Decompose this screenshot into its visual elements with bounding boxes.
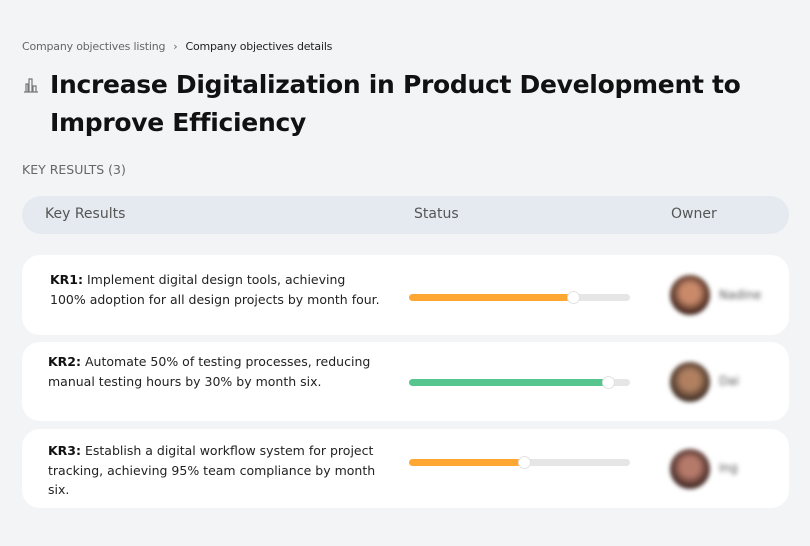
header-key-results: Key Results bbox=[45, 206, 126, 222]
progress-thumb bbox=[517, 456, 531, 469]
progress-fill bbox=[409, 379, 608, 386]
header-status: Status bbox=[414, 206, 459, 222]
header-owner: Owner bbox=[671, 206, 717, 222]
avatar bbox=[670, 362, 710, 402]
owner-name: Ing bbox=[719, 461, 738, 475]
breadcrumb-current: Company objectives details bbox=[185, 40, 333, 53]
progress-bar bbox=[409, 456, 630, 469]
avatar bbox=[670, 275, 710, 315]
table-header: Key Results Status Owner bbox=[22, 196, 789, 234]
owner-name: Dai bbox=[719, 374, 739, 388]
kr-text: KR2: Automate 50% of testing processes, … bbox=[48, 354, 371, 389]
progress-fill bbox=[409, 294, 573, 301]
owner-name: Nadine bbox=[719, 288, 762, 302]
page-header: Increase Digitalization in Product Devel… bbox=[22, 66, 750, 142]
breadcrumb: Company objectives listing › Company obj… bbox=[22, 40, 332, 53]
progress-bar bbox=[409, 376, 630, 389]
progress-fill bbox=[409, 459, 524, 466]
breadcrumb-separator: › bbox=[173, 40, 178, 53]
kr-text: KR3: Establish a digital workflow system… bbox=[48, 443, 376, 497]
building-chart-icon bbox=[24, 78, 38, 93]
breadcrumb-link-listing[interactable]: Company objectives listing bbox=[22, 40, 166, 53]
key-results-count: KEY RESULTS (3) bbox=[22, 162, 126, 177]
table-row[interactable]: KR2: Automate 50% of testing processes, … bbox=[22, 342, 789, 421]
progress-thumb bbox=[601, 376, 615, 389]
page-title: Increase Digitalization in Product Devel… bbox=[50, 70, 741, 137]
kr-text: KR1: Implement digital design tools, ach… bbox=[50, 272, 380, 307]
table-row[interactable]: KR3: Establish a digital workflow system… bbox=[22, 429, 789, 508]
table-row[interactable]: KR1: Implement digital design tools, ach… bbox=[22, 255, 789, 335]
progress-thumb bbox=[566, 291, 580, 304]
avatar bbox=[670, 449, 710, 489]
progress-bar bbox=[409, 291, 630, 304]
